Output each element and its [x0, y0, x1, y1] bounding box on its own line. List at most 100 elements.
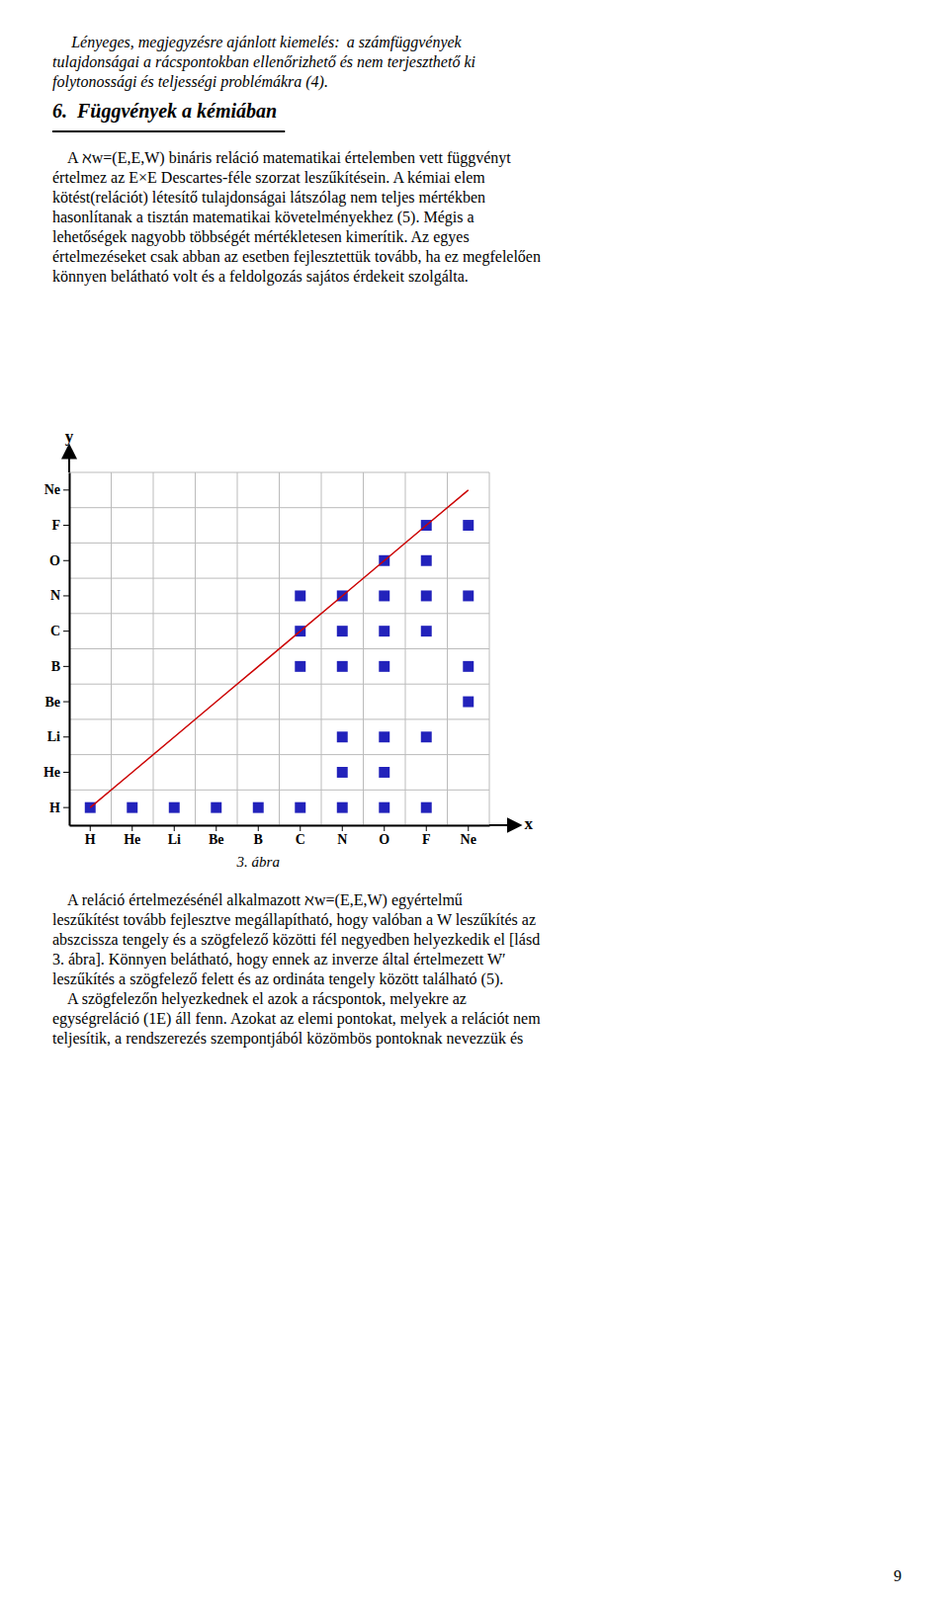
intro-paragraph: Lényeges, megjegyzésre ajánlott kiemelés…: [52, 33, 476, 91]
tick: H: [85, 825, 96, 848]
point: [421, 731, 432, 743]
tick: He: [43, 765, 70, 780]
point: [126, 802, 138, 814]
tick-mark: [63, 666, 70, 668]
point: [378, 767, 390, 778]
body-paragraph: A ℵw=(E,E,W) bináris reláció matematikai…: [52, 149, 541, 286]
point: [421, 802, 432, 814]
point: [253, 802, 264, 814]
tick-label: N: [50, 588, 61, 604]
point: [378, 590, 390, 602]
tick-label: B: [254, 832, 263, 848]
text-line: A ℵw=(E,E,W) bináris reláció matematikai…: [52, 149, 512, 168]
tick: Ne: [44, 482, 70, 498]
point: [337, 731, 348, 743]
tick-label: O: [49, 553, 61, 569]
text-line: tulajdonságai a rácspontokban ellenőrizh…: [52, 53, 476, 72]
tick-label: He: [43, 765, 61, 780]
tick-mark: [258, 825, 259, 832]
tick-label: Li: [168, 832, 181, 848]
chart: HHeLiBeBCNOFNeHHeLiBeBCNOFNexy3. ábra: [43, 427, 534, 871]
text-line: 3. ábra]. Könnyen belátható, hogy ennek …: [52, 950, 507, 969]
tick-mark: [63, 736, 70, 738]
tick-label: Li: [47, 729, 61, 745]
text-line: egységreláció (1E) áll fenn. Azokat az e…: [52, 1010, 541, 1029]
tick: C: [50, 623, 70, 639]
tick-mark: [63, 701, 70, 703]
grid-line-x: [321, 472, 323, 826]
tick-mark: [173, 825, 175, 832]
point: [462, 590, 474, 602]
tick-mark: [131, 825, 133, 832]
point: [378, 661, 390, 673]
point: [337, 661, 348, 673]
point: [378, 731, 390, 743]
tick: N: [50, 588, 70, 604]
tick: F: [422, 825, 432, 848]
tick: H: [49, 800, 70, 816]
grid-line-y: [69, 507, 490, 509]
grid-line-y: [69, 542, 490, 544]
tick-mark: [342, 825, 344, 832]
y-axis-label: y: [65, 427, 75, 446]
tick-label: N: [337, 832, 347, 848]
text-line: hasonlítanak a tisztán matematikai követ…: [52, 208, 475, 227]
tick-mark: [215, 825, 217, 832]
tick-mark: [89, 825, 91, 832]
tick-mark: [426, 825, 428, 832]
text-line: leszűkítést tovább fejlesztve megállapít…: [52, 911, 536, 930]
tick: Li: [47, 729, 70, 745]
grid-line-y: [69, 472, 490, 474]
point: [462, 661, 474, 673]
x-axis-arrow: [489, 824, 516, 827]
tick-label: F: [422, 832, 432, 848]
tick: Be: [208, 825, 225, 848]
point: [210, 802, 222, 814]
caption: 3. ábra: [236, 854, 280, 870]
after-chart-paragraph: A reláció értelmezésénél alkalmazott ℵw=…: [52, 891, 541, 1048]
point: [421, 590, 432, 602]
text-line: A reláció értelmezésénél alkalmazott ℵw=…: [52, 891, 463, 910]
point: [294, 661, 306, 673]
page-number: 9: [893, 1567, 902, 1585]
text-line: Lényeges, megjegyzésre ajánlott kiemelés…: [52, 33, 463, 52]
point: [462, 519, 474, 531]
tick-mark: [63, 489, 70, 491]
tick: O: [378, 825, 390, 848]
point: [337, 625, 348, 637]
point: [462, 696, 474, 708]
tick: Be: [44, 694, 70, 710]
point: [378, 802, 390, 814]
tick: B: [254, 825, 263, 848]
tick: O: [49, 553, 70, 569]
text-line: értelmezéseket csak abban az esetben fej…: [52, 248, 541, 266]
tick-mark: [63, 560, 70, 562]
tick-mark: [63, 807, 70, 809]
point: [421, 555, 432, 567]
tick: F: [51, 517, 70, 533]
tick-label: B: [51, 659, 61, 675]
grid-line-x: [446, 472, 448, 826]
tick-label: Be: [208, 832, 225, 848]
tick-label: Ne: [44, 482, 61, 498]
grid-line-x: [489, 472, 491, 826]
tick-label: C: [50, 623, 61, 639]
tick-mark: [63, 630, 70, 632]
tick: Ne: [460, 825, 477, 848]
marks: [85, 490, 474, 814]
tick: Li: [168, 825, 181, 848]
tick-label: Be: [44, 694, 61, 710]
point: [294, 590, 306, 602]
x-axis: HHeLiBeBCNOFNe: [70, 825, 491, 848]
tick-label: O: [378, 832, 390, 848]
text-line: A szögfelezőn helyezkednek el azok a rác…: [52, 990, 467, 1009]
point: [337, 802, 348, 814]
text-line: leszűkítés a szögfelező felett és az ord…: [52, 970, 504, 989]
tick: He: [123, 825, 141, 848]
tick-label: F: [51, 517, 61, 533]
grid-line-y: [69, 578, 490, 580]
text-line: folytonossági és teljességi problémákra …: [52, 73, 329, 91]
point: [294, 802, 306, 814]
tick-label: H: [49, 800, 61, 816]
tick: B: [51, 659, 70, 675]
